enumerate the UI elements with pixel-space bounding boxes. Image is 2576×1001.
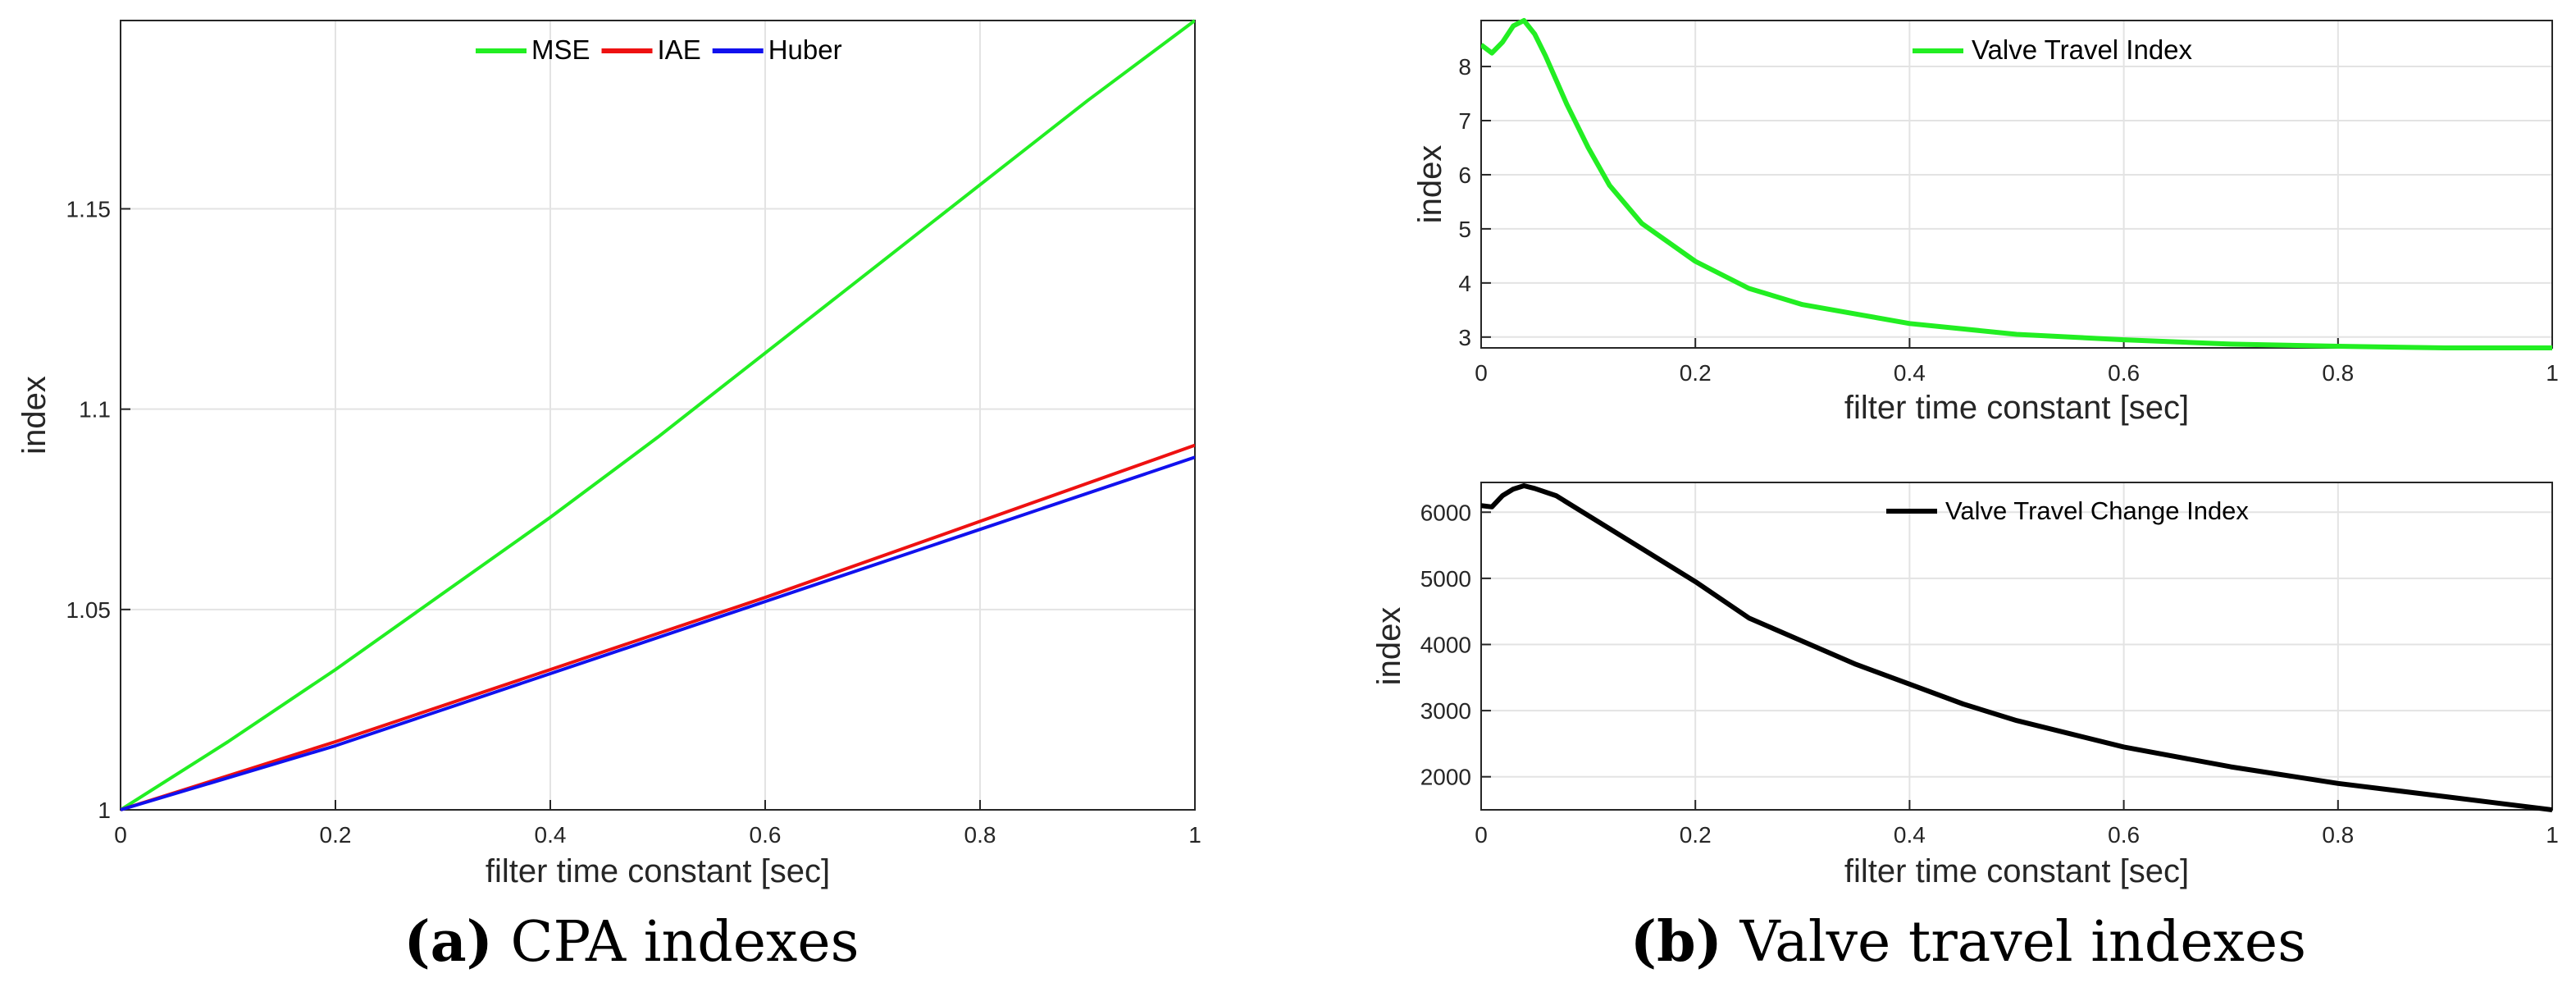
y-tick-label: 8: [1458, 54, 1471, 80]
y-tick-label: 3000: [1420, 698, 1471, 724]
axes-box: [1480, 20, 2553, 349]
caption-a-label: (a): [403, 909, 493, 975]
x-tick-label: 0.8: [2322, 360, 2354, 386]
y-tick-label: 4000: [1420, 632, 1471, 657]
legend-label: MSE: [531, 34, 590, 65]
x-axis-label: filter time constant [sec]: [486, 853, 830, 889]
y-axis-label: index: [1412, 145, 1448, 224]
x-tick-label: 0.2: [1680, 360, 1712, 386]
y-tick-label: 5000: [1420, 566, 1471, 592]
y-tick-label: 5: [1458, 217, 1471, 242]
plot-area: [1481, 21, 2552, 348]
x-tick-label: 0.6: [750, 822, 782, 848]
x-tick-label: 0.4: [1894, 822, 1926, 848]
y-axis-label: index: [1371, 607, 1407, 686]
caption-b-label: (b): [1630, 909, 1722, 975]
chart-vti: 0 0.2 0.4 0.6 0.8 1 3 4 5 6 7 8 filter time constant…: [1412, 18, 2559, 426]
legend-label: Valve Travel Index: [1972, 34, 2193, 65]
y-tick-label: 6: [1458, 162, 1471, 188]
y-tick-label: 3: [1458, 325, 1471, 350]
caption-b-text: Valve travel indexes: [1721, 910, 2307, 975]
x-tick-label: 0: [1475, 822, 1488, 848]
y-tick-label: 1.05: [66, 597, 112, 623]
series-line-iae: [121, 443, 1195, 811]
legend-label: IAE: [658, 34, 701, 65]
x-tick-label: 0.6: [2108, 822, 2140, 848]
y-tick-label: 4: [1458, 271, 1471, 296]
x-tick-label: 1: [2546, 822, 2559, 848]
x-tick-label: 0: [114, 822, 127, 848]
x-tick-label: 0.8: [2322, 822, 2354, 848]
x-tick-label: 0: [1475, 360, 1488, 386]
x-tick-label: 1: [1188, 822, 1201, 848]
series-line-valve-travel-index: [1481, 18, 2552, 350]
x-tick-label: 0.4: [1894, 360, 1926, 386]
axes-box: [1480, 482, 2553, 811]
y-tick-label: 1.15: [66, 197, 112, 222]
x-axis-label: filter time constant [sec]: [1844, 853, 2189, 889]
series-line-huber: [121, 455, 1195, 811]
series-line-mse: [121, 19, 1195, 811]
axes-box: [120, 20, 1196, 811]
x-tick-label: 0.2: [1680, 822, 1712, 848]
caption-a-text: CPA indexes: [492, 910, 859, 975]
chart-vtci: 0 0.2 0.4 0.6 0.8 1 2000 3000 4000 5000 6000 filter…: [1371, 482, 2559, 889]
y-axis-label: index: [16, 376, 52, 455]
x-axis-label: filter time constant [sec]: [1844, 390, 2189, 426]
legend-label: Huber: [768, 34, 842, 65]
plot-area: [121, 21, 1195, 810]
y-tick-label: 1.1: [79, 397, 111, 423]
caption-b: (b) Valve travel indexes: [1599, 909, 2337, 983]
y-tick-label: 2000: [1420, 765, 1471, 790]
y-tick-label: 6000: [1420, 500, 1471, 525]
caption-a: (a) CPA indexes: [328, 909, 935, 983]
y-tick-label: 7: [1458, 108, 1471, 134]
y-tick-label: 1: [98, 798, 111, 823]
x-tick-label: 0.8: [964, 822, 996, 848]
x-tick-label: 0.2: [320, 822, 352, 848]
legend-label: Valve Travel Change Index: [1945, 496, 2249, 525]
x-tick-label: 0.4: [535, 822, 567, 848]
x-tick-label: 1: [2546, 360, 2559, 386]
series-line-valve-travel-change-index: [1481, 483, 2552, 812]
chart-cpa: 0 0.2 0.4 0.6 0.8 1 1 1.05 1.1 1.15 filter time co…: [16, 19, 1201, 889]
x-tick-label: 0.6: [2108, 360, 2140, 386]
plot-area: [1481, 482, 2552, 810]
